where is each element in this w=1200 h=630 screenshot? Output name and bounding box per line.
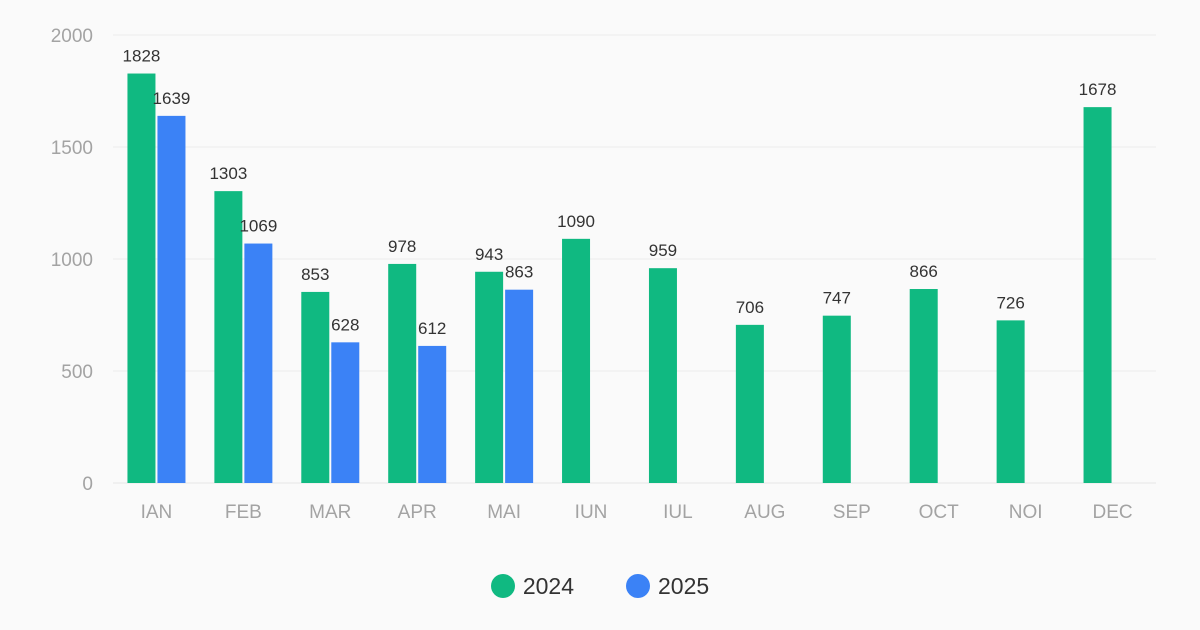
- x-axis-ticks: IAN FEB MAR APR MAI IUN IUL AUG SEP OCT NOI DEC: [141, 502, 1133, 523]
- data-label-2025-apr: 612: [418, 319, 446, 338]
- data-label-2024-apr: 978: [388, 237, 416, 256]
- x-tick-label: MAI: [487, 502, 521, 523]
- data-label-2024-aug: 706: [736, 298, 764, 317]
- legend: 2024 2025: [0, 566, 1200, 606]
- data-label-2024-mai: 943: [475, 245, 503, 264]
- data-label-2024-mar: 853: [301, 265, 329, 284]
- data-label-2024-oct: 866: [910, 262, 938, 281]
- data-label-2024-iul: 959: [649, 241, 677, 260]
- data-label-2025-mar: 628: [331, 315, 359, 334]
- data-label-2025-ian: 1639: [153, 89, 191, 108]
- bar-2024-mai[interactable]: [475, 271, 504, 483]
- x-tick-label: NOI: [1009, 502, 1043, 523]
- x-tick-label: SEP: [833, 502, 871, 523]
- y-tick-label: 0: [82, 474, 93, 495]
- bar-2024-dec[interactable]: [1083, 107, 1112, 484]
- bar-2024-oct[interactable]: [909, 289, 938, 483]
- legend-label-2024: 2024: [522, 572, 574, 599]
- y-axis-ticks: 0 500 1000 1500 2000: [51, 26, 93, 495]
- x-tick-label: APR: [398, 502, 437, 523]
- data-label-2024-ian: 1828: [123, 47, 161, 66]
- bar-2025-mar[interactable]: [331, 342, 360, 483]
- bar-2025-ian[interactable]: [157, 115, 186, 483]
- bars: [127, 73, 1112, 484]
- x-tick-label: DEC: [1092, 502, 1132, 523]
- data-label-2024-dec: 1678: [1079, 80, 1117, 99]
- x-tick-label: OCT: [919, 502, 960, 523]
- y-tick-label: 500: [61, 362, 93, 383]
- data-label-2025-mai: 863: [505, 263, 533, 282]
- bar-2025-feb[interactable]: [244, 243, 273, 483]
- data-label-2024-sep: 747: [823, 289, 851, 308]
- bar-2024-apr[interactable]: [388, 263, 417, 483]
- data-label-2024-iun: 1090: [557, 212, 595, 231]
- legend-swatch-2024: [490, 574, 515, 598]
- x-tick-label: FEB: [225, 502, 262, 523]
- bar-2024-mar[interactable]: [301, 291, 330, 483]
- legend-item-2024[interactable]: 2024: [490, 572, 574, 600]
- y-tick-label: 2000: [51, 26, 93, 47]
- legend-item-2025[interactable]: 2025: [626, 573, 709, 600]
- bar-2024-aug[interactable]: [735, 324, 764, 483]
- legend-swatch-2025: [626, 574, 650, 598]
- x-tick-label: IUN: [575, 502, 608, 523]
- data-label-2024-feb: 1303: [209, 164, 247, 183]
- x-tick-label: MAR: [309, 502, 351, 523]
- bar-2024-noi[interactable]: [996, 320, 1025, 483]
- x-tick-label: IAN: [141, 502, 173, 523]
- data-label-2024-noi: 726: [996, 293, 1024, 312]
- bar-2024-iun[interactable]: [562, 238, 591, 483]
- x-tick-label: AUG: [744, 502, 785, 523]
- bar-2024-iul[interactable]: [648, 268, 677, 483]
- bar-2024-feb[interactable]: [214, 191, 243, 484]
- y-tick-label: 1000: [51, 250, 93, 271]
- bar-2025-mai[interactable]: [505, 289, 534, 483]
- y-tick-label: 1500: [51, 138, 93, 159]
- bar-2025-apr[interactable]: [418, 345, 447, 483]
- bar-2024-sep[interactable]: [822, 315, 851, 483]
- bar-2024-ian[interactable]: [127, 73, 156, 483]
- legend-label-2025: 2025: [658, 572, 710, 599]
- data-label-2025-feb: 1069: [239, 217, 277, 236]
- x-tick-label: IUL: [663, 502, 693, 523]
- grid-lines: [113, 34, 1156, 484]
